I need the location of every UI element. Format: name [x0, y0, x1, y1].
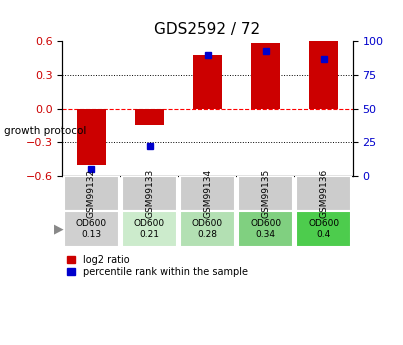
Bar	[64, 211, 119, 247]
Text: GSM99136: GSM99136	[319, 169, 328, 218]
Bar	[180, 176, 235, 211]
Bar	[296, 211, 351, 247]
Bar	[238, 211, 293, 247]
Text: GSM99134: GSM99134	[203, 169, 212, 218]
Text: OD600
0.13: OD600 0.13	[76, 219, 107, 239]
Text: growth protocol: growth protocol	[4, 126, 86, 136]
Text: OD600
0.21: OD600 0.21	[134, 219, 165, 239]
Text: GSM99135: GSM99135	[261, 169, 270, 218]
Bar	[193, 55, 222, 109]
Bar	[122, 176, 177, 211]
Bar	[77, 109, 106, 165]
Bar	[180, 211, 235, 247]
Bar	[238, 176, 293, 211]
Title: GDS2592 / 72: GDS2592 / 72	[154, 22, 261, 38]
Text: GSM99133: GSM99133	[145, 169, 154, 218]
Bar	[251, 43, 280, 109]
Text: OD600
0.34: OD600 0.34	[250, 219, 281, 239]
Bar	[135, 109, 164, 126]
Text: OD600
0.28: OD600 0.28	[192, 219, 223, 239]
Text: ▶: ▶	[54, 223, 63, 236]
Bar	[309, 41, 338, 109]
Bar	[122, 211, 177, 247]
Text: OD600
0.4: OD600 0.4	[308, 219, 339, 239]
Text: GSM99132: GSM99132	[87, 169, 96, 218]
Bar	[296, 176, 351, 211]
Legend: log2 ratio, percentile rank within the sample: log2 ratio, percentile rank within the s…	[67, 255, 248, 277]
Bar	[64, 176, 119, 211]
